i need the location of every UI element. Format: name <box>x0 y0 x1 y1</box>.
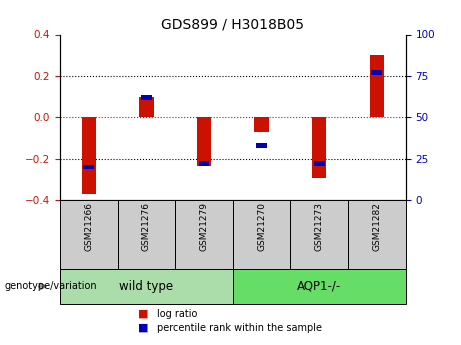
Bar <box>118 200 175 269</box>
Title: GDS899 / H3018B05: GDS899 / H3018B05 <box>161 18 304 32</box>
Text: GSM21276: GSM21276 <box>142 202 151 251</box>
Bar <box>290 200 348 269</box>
Text: log ratio: log ratio <box>157 309 197 319</box>
Text: ■: ■ <box>138 309 149 319</box>
Bar <box>348 200 406 269</box>
Text: AQP1-/-: AQP1-/- <box>297 280 341 293</box>
Bar <box>60 200 118 269</box>
Bar <box>256 143 267 148</box>
Text: GSM21279: GSM21279 <box>200 202 208 251</box>
Text: GSM21282: GSM21282 <box>372 202 381 251</box>
Bar <box>141 95 152 100</box>
Text: GSM21266: GSM21266 <box>84 202 93 251</box>
Bar <box>83 165 94 169</box>
Bar <box>233 200 290 269</box>
Text: GSM21273: GSM21273 <box>315 202 324 251</box>
Bar <box>199 161 209 166</box>
Text: genotype/variation: genotype/variation <box>5 282 97 291</box>
Bar <box>370 55 384 117</box>
Bar <box>82 117 96 194</box>
Bar <box>233 269 406 304</box>
Bar <box>175 200 233 269</box>
Bar <box>60 269 233 304</box>
Bar <box>312 117 326 178</box>
Bar <box>372 70 382 75</box>
Bar <box>314 161 325 166</box>
Text: GSM21270: GSM21270 <box>257 202 266 251</box>
Text: wild type: wild type <box>119 280 173 293</box>
Text: percentile rank within the sample: percentile rank within the sample <box>157 323 322 333</box>
Text: ■: ■ <box>138 323 149 333</box>
Bar <box>139 97 154 117</box>
Bar <box>254 117 269 132</box>
Bar <box>197 117 211 166</box>
